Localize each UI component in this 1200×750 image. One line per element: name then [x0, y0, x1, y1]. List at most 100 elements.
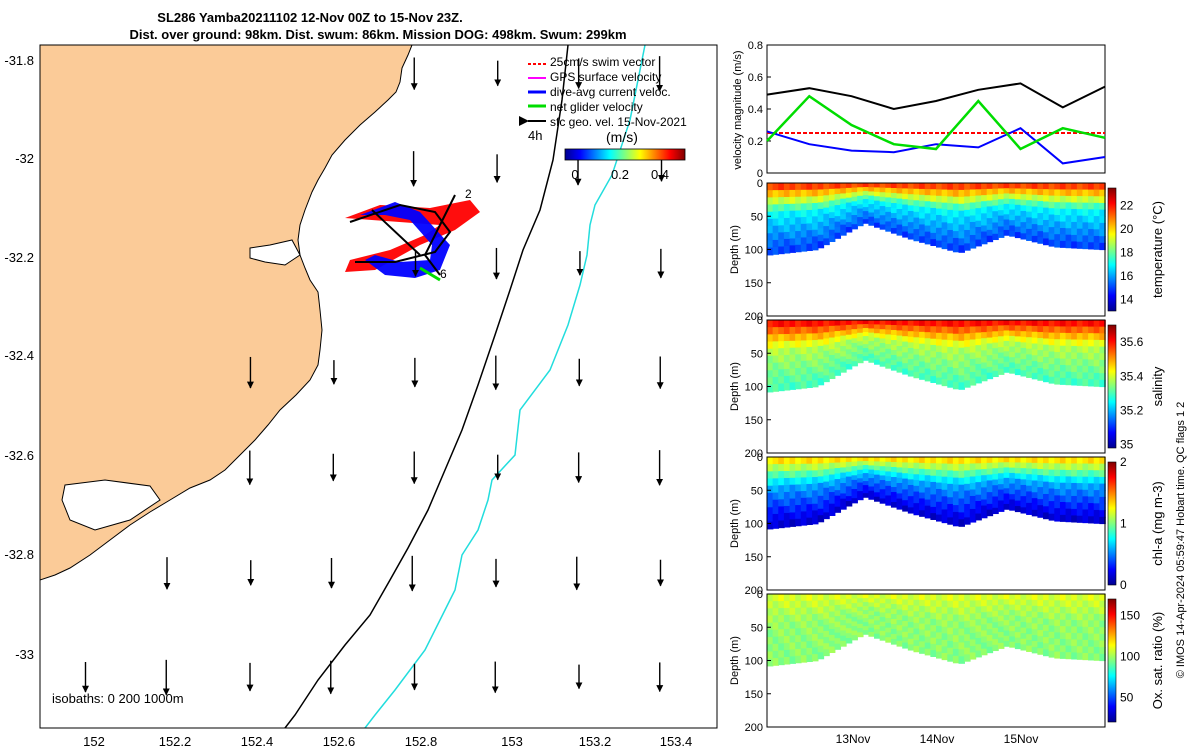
section-cell [767, 651, 774, 660]
section-cell [964, 236, 971, 244]
section-cell [896, 594, 903, 600]
section-cell [874, 205, 881, 211]
section-cell [1065, 495, 1072, 503]
section-cell [767, 211, 774, 220]
section-cell [1037, 320, 1044, 327]
section-cell [778, 636, 785, 644]
section-cell [812, 209, 819, 217]
section-cell [1099, 366, 1106, 374]
section-cell [868, 191, 875, 197]
section-cell [964, 340, 971, 348]
section-cell [772, 218, 780, 227]
section-cell [969, 202, 977, 210]
section-cell [941, 509, 949, 517]
section-cell [1065, 626, 1072, 634]
isobath-legend: isobaths: 0 200 1000m [52, 691, 184, 706]
section-cell [1014, 330, 1022, 337]
section-cell [941, 339, 949, 347]
section-cell [874, 213, 881, 219]
section-cell [840, 335, 847, 342]
section-cell [800, 655, 808, 663]
section-cell [1020, 227, 1027, 234]
section-cell [1014, 226, 1022, 233]
section-cell [868, 324, 875, 330]
section-cell [947, 463, 954, 472]
section-cell [930, 201, 937, 209]
section-cell [1059, 183, 1067, 191]
section-cell [913, 211, 920, 219]
section-cell [828, 629, 836, 636]
section-cell [767, 377, 774, 386]
section-cell [783, 361, 791, 370]
section-cell [936, 651, 943, 659]
section-cell [981, 207, 988, 214]
section-cell [778, 341, 785, 349]
section-cell [958, 635, 965, 644]
section-cell [800, 210, 808, 218]
section-cell [1071, 626, 1078, 634]
section-cell [767, 218, 774, 227]
section-cell [1054, 594, 1061, 601]
section-cell [1082, 339, 1089, 347]
section-cell [997, 215, 1005, 222]
section-cell [1076, 502, 1084, 510]
section-cell [812, 236, 819, 244]
section-cell [924, 618, 932, 626]
section-cell [969, 469, 977, 478]
section-cell [1088, 196, 1095, 204]
section-cell [828, 594, 836, 601]
section-cell [1043, 326, 1050, 333]
section-cell [828, 183, 836, 190]
section-cell [806, 654, 813, 663]
depth-tick: 0 [757, 315, 763, 327]
section-cell [941, 196, 949, 204]
section-cell [1031, 372, 1039, 380]
section-cell [845, 618, 853, 624]
section-cell [1037, 499, 1044, 506]
section-cell [952, 628, 960, 636]
section-cell [862, 457, 870, 462]
section-cell [907, 227, 915, 234]
section-cell [783, 498, 791, 507]
section-cell [1014, 232, 1022, 239]
section-cell [952, 600, 960, 609]
section-cell [1020, 621, 1027, 629]
section-cell [812, 600, 819, 608]
section-cell [1003, 604, 1011, 611]
section-cell [817, 476, 825, 484]
section-cell [1014, 495, 1022, 502]
section-cell [879, 183, 887, 189]
section-cell [890, 325, 898, 331]
section-cell [936, 594, 943, 601]
section-cell [947, 640, 954, 649]
section-cell [896, 625, 903, 632]
lake [61, 479, 161, 531]
section-cell [941, 209, 949, 217]
section-cell [1037, 648, 1044, 655]
section-cell [913, 491, 920, 498]
section-cell [857, 482, 864, 488]
section-cell [941, 346, 949, 354]
section-cell [806, 236, 813, 245]
section-cell [817, 365, 825, 373]
section-cell [1076, 235, 1084, 243]
section-cell [924, 457, 932, 464]
section-cell [862, 352, 870, 357]
section-cell [936, 364, 943, 372]
section-cell [1014, 462, 1022, 469]
section-cell [840, 477, 847, 484]
section-cell [1088, 489, 1095, 498]
section-cell [902, 204, 909, 211]
section-cell [992, 644, 999, 652]
section-cell [840, 209, 847, 215]
section-cell [885, 471, 892, 477]
section-cell [812, 510, 819, 518]
section-cell [817, 606, 825, 615]
section-cell [868, 619, 875, 625]
section-cell [1014, 336, 1022, 343]
section-cell [919, 617, 926, 625]
section-cell [817, 320, 825, 328]
section-cell [1026, 474, 1033, 481]
section-cell [845, 334, 853, 341]
section-cell [1088, 202, 1095, 210]
